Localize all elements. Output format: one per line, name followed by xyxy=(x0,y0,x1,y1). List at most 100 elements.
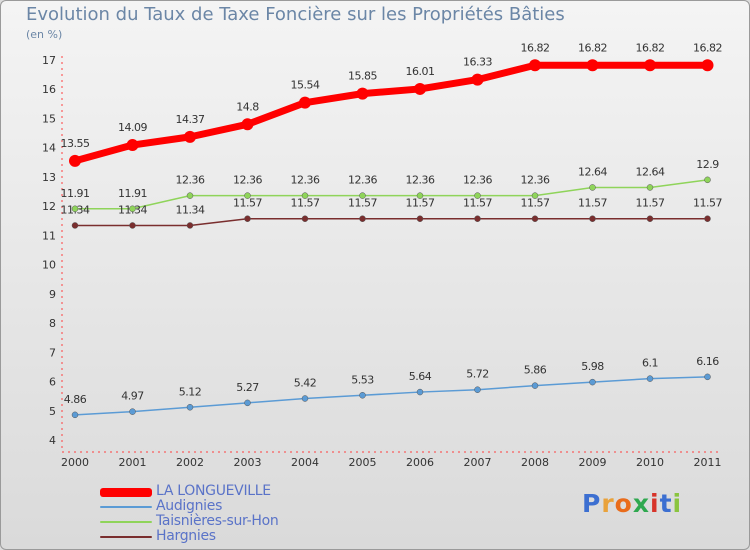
data-point xyxy=(704,215,711,222)
data-label: 5.72 xyxy=(466,368,489,381)
logo-letter: o xyxy=(614,489,633,518)
data-label: 12.9 xyxy=(696,158,719,171)
data-label: 14.09 xyxy=(118,121,147,134)
unit-label: (en %) xyxy=(26,28,63,41)
data-label: 16.33 xyxy=(463,56,492,69)
data-label: 12.36 xyxy=(406,174,435,187)
data-label: 16.01 xyxy=(406,65,435,78)
data-label: 11.57 xyxy=(291,197,320,210)
data-point xyxy=(129,408,136,415)
data-point xyxy=(586,59,599,72)
y-tick-label: 6 xyxy=(49,376,56,389)
proxiti-logo: Proxiti xyxy=(582,489,682,518)
data-point xyxy=(531,382,539,389)
x-tick-label: 2001 xyxy=(119,456,147,469)
data-point xyxy=(244,192,251,199)
logo-letter: P xyxy=(582,489,602,518)
data-label: 5.27 xyxy=(236,381,259,394)
series-line xyxy=(74,217,709,227)
data-point xyxy=(529,59,541,72)
data-label: 12.36 xyxy=(463,174,492,187)
legend-label: Hargnies xyxy=(156,528,216,544)
data-label: 12.36 xyxy=(348,174,377,187)
y-tick-label: 17 xyxy=(42,54,56,67)
series-line xyxy=(71,61,711,165)
data-point xyxy=(301,215,309,222)
data-label: 12.36 xyxy=(291,174,320,187)
data-point xyxy=(71,411,79,419)
y-tick-label: 7 xyxy=(49,346,56,359)
data-label: 13.55 xyxy=(61,137,90,150)
data-label: 11.57 xyxy=(406,197,435,210)
data-label: 12.36 xyxy=(233,174,262,187)
data-point xyxy=(184,130,196,143)
logo-letter: x xyxy=(632,489,650,518)
data-label: 5.86 xyxy=(524,364,547,377)
data-point xyxy=(301,395,309,402)
data-point xyxy=(589,215,596,222)
x-tick-label: 2010 xyxy=(636,456,664,469)
data-point xyxy=(359,392,366,399)
legend-swatch xyxy=(100,487,152,497)
data-label: 6.16 xyxy=(696,355,719,368)
data-point xyxy=(704,373,711,381)
data-point xyxy=(416,388,424,396)
data-label: 11.91 xyxy=(118,187,147,200)
logo-letter: t xyxy=(659,489,673,518)
data-label: 12.36 xyxy=(176,174,205,187)
y-tick-label: 12 xyxy=(42,200,56,213)
data-point xyxy=(704,176,711,184)
y-tick-label: 11 xyxy=(42,229,56,242)
data-label: 6.1 xyxy=(642,357,658,370)
data-point xyxy=(416,192,424,199)
data-point xyxy=(186,404,194,411)
y-tick-label: 16 xyxy=(42,83,56,96)
legend-swatch xyxy=(100,536,152,538)
legend-swatch xyxy=(100,521,152,523)
data-point xyxy=(644,59,656,72)
data-point xyxy=(414,82,426,95)
data-label: 11.34 xyxy=(118,203,147,216)
data-point xyxy=(531,215,539,222)
data-label: 11.34 xyxy=(61,203,90,216)
data-point xyxy=(186,222,194,229)
data-label: 15.54 xyxy=(291,79,320,92)
data-point xyxy=(186,192,194,199)
data-label: 5.12 xyxy=(179,385,202,398)
data-point xyxy=(126,139,139,152)
data-point xyxy=(589,184,596,191)
data-label: 16.82 xyxy=(693,41,722,54)
x-tick-label: 2003 xyxy=(234,456,262,469)
y-tick-label: 5 xyxy=(49,405,56,418)
y-tick-label: 10 xyxy=(42,259,56,272)
data-label: 11.57 xyxy=(348,197,377,210)
data-label: 5.64 xyxy=(409,370,432,383)
data-point xyxy=(646,375,654,382)
data-point xyxy=(701,59,714,72)
data-label: 12.64 xyxy=(636,165,665,178)
logo-letter: r xyxy=(601,489,615,518)
data-label: 14.37 xyxy=(176,113,205,126)
data-point xyxy=(471,73,484,86)
legend-swatch xyxy=(100,506,152,508)
chart-title: Evolution du Taux de Taxe Foncière sur l… xyxy=(26,4,565,25)
data-point xyxy=(416,215,424,222)
data-label: 11.57 xyxy=(521,197,550,210)
data-point xyxy=(359,215,366,222)
data-label: 11.57 xyxy=(636,197,665,210)
data-label: 11.57 xyxy=(578,197,607,210)
data-label: 12.64 xyxy=(578,165,607,178)
data-point xyxy=(129,222,136,229)
data-label: 16.82 xyxy=(578,41,607,54)
x-tick-label: 2002 xyxy=(176,456,204,469)
data-point xyxy=(646,184,654,191)
data-label: 5.98 xyxy=(581,360,604,373)
data-point xyxy=(356,87,369,100)
x-tick-label: 2011 xyxy=(694,456,722,469)
data-label: 4.97 xyxy=(121,390,144,403)
data-point xyxy=(69,154,81,167)
logo-letter: i xyxy=(650,489,660,518)
data-point xyxy=(589,378,596,386)
data-label: 5.42 xyxy=(294,376,317,389)
x-tick-label: 2004 xyxy=(291,456,319,469)
